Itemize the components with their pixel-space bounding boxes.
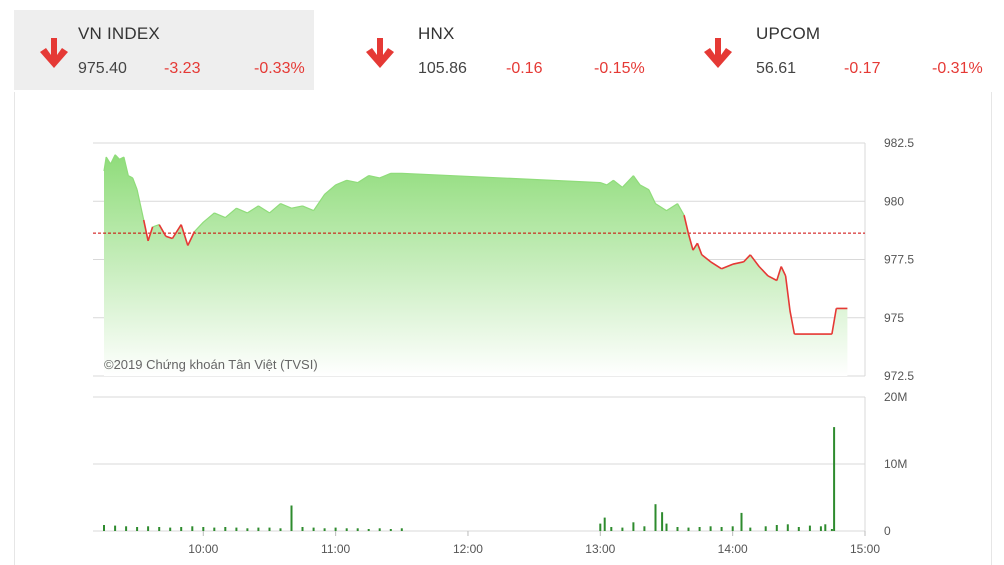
volume-bar bbox=[367, 529, 370, 531]
volume-bar bbox=[114, 525, 117, 531]
time-tick-label: 12:00 bbox=[453, 542, 483, 556]
volume-bar bbox=[797, 527, 800, 531]
volume-bar bbox=[378, 528, 381, 531]
volume-bar bbox=[191, 526, 194, 531]
volume-bar bbox=[632, 522, 635, 531]
price-tick-label: 972.5 bbox=[884, 369, 914, 383]
volume-bar bbox=[731, 526, 734, 531]
volume-bar bbox=[158, 527, 161, 531]
volume-bar bbox=[720, 527, 723, 531]
volume-bar bbox=[246, 528, 249, 531]
index-name: VN INDEX bbox=[78, 24, 160, 43]
index-change: -0.17 bbox=[844, 60, 881, 77]
volume-bar bbox=[169, 527, 172, 531]
index-change: -3.23 bbox=[164, 60, 201, 77]
volume-bar bbox=[808, 525, 811, 531]
volume-bar bbox=[676, 527, 679, 531]
volume-bar bbox=[323, 528, 326, 531]
price-line-below-reference bbox=[142, 215, 848, 335]
time-tick-label: 14:00 bbox=[718, 542, 748, 556]
volume-bar bbox=[610, 527, 613, 531]
arrow-down-icon bbox=[704, 38, 732, 68]
volume-bar bbox=[687, 527, 690, 531]
volume-bar bbox=[643, 526, 646, 531]
volume-bar bbox=[334, 527, 337, 531]
index-change-percent: -0.15% bbox=[594, 60, 645, 77]
volume-bar bbox=[103, 525, 105, 531]
volume-tick-label: 20M bbox=[884, 390, 907, 404]
volume-tick-label: 10M bbox=[884, 457, 907, 471]
volume-bar bbox=[290, 505, 293, 531]
volume-bar bbox=[775, 525, 778, 531]
price-line-above-reference bbox=[103, 154, 685, 232]
index-value: 56.61 bbox=[756, 60, 797, 77]
volume-grid bbox=[93, 396, 866, 532]
volume-bar bbox=[400, 528, 403, 531]
volume-bar bbox=[599, 523, 602, 531]
volume-axis: 0 10M 20M bbox=[884, 390, 907, 538]
volume-bar bbox=[740, 512, 743, 531]
price-area bbox=[104, 154, 848, 376]
index-change-percent: -0.31% bbox=[932, 60, 983, 77]
index-change: -0.16 bbox=[506, 60, 543, 77]
volume-bar bbox=[833, 427, 836, 531]
volume-bar bbox=[147, 526, 150, 531]
volume-bar bbox=[603, 517, 606, 531]
volume-bar bbox=[661, 512, 664, 531]
arrow-down-icon bbox=[366, 38, 394, 68]
volume-bar bbox=[824, 524, 827, 531]
volume-bar bbox=[235, 527, 238, 531]
volume-bar bbox=[224, 527, 227, 531]
price-tick-label: 975 bbox=[884, 311, 904, 325]
volume-bar bbox=[345, 528, 348, 531]
volume-bar bbox=[136, 527, 139, 531]
tab-hnx[interactable]: HNX 105.86 -0.16 -0.15% bbox=[340, 10, 660, 90]
volume-bar bbox=[356, 528, 359, 531]
index-name: UPCOM bbox=[756, 24, 821, 43]
tab-upcom[interactable]: UPCOM 56.61 -0.17 -0.31% bbox=[678, 10, 998, 90]
volume-bar bbox=[301, 527, 304, 531]
time-tick-label: 13:00 bbox=[585, 542, 615, 556]
index-name: HNX bbox=[418, 24, 455, 43]
volume-bar bbox=[698, 527, 701, 531]
volume-bar bbox=[180, 527, 183, 531]
volume-bar bbox=[389, 529, 392, 531]
index-tabs: VN INDEX 975.40 -3.23 -0.33% HNX 105.86 … bbox=[0, 0, 1004, 90]
volume-bar bbox=[786, 524, 789, 531]
volume-bar bbox=[665, 523, 668, 531]
price-axis: 982.5 980 977.5 975 972.5 bbox=[884, 136, 914, 383]
time-axis: 10:00 11:00 12:00 13:00 14:00 15:00 bbox=[188, 531, 880, 556]
index-change-percent: -0.33% bbox=[254, 60, 305, 77]
volume-bar bbox=[268, 527, 271, 531]
price-tick-label: 977.5 bbox=[884, 253, 914, 267]
volume-bar bbox=[709, 526, 712, 531]
volume-bar bbox=[279, 528, 282, 531]
chart-watermark: ©2019 Chứng khoán Tân Việt (TVSI) bbox=[104, 357, 318, 372]
volume-bar bbox=[125, 526, 128, 531]
volume-bar bbox=[819, 526, 822, 531]
price-tick-label: 980 bbox=[884, 194, 904, 208]
volume-bar bbox=[312, 527, 315, 531]
volume-bar bbox=[830, 529, 833, 531]
volume-bars bbox=[103, 427, 836, 531]
index-value: 975.40 bbox=[78, 60, 127, 77]
volume-bar bbox=[202, 527, 205, 531]
volume-bar bbox=[749, 527, 752, 531]
time-tick-label: 11:00 bbox=[321, 542, 350, 556]
time-tick-label: 15:00 bbox=[850, 542, 880, 556]
volume-bar bbox=[213, 527, 216, 531]
arrow-down-icon bbox=[40, 38, 68, 68]
volume-tick-label: 0 bbox=[884, 524, 891, 538]
volume-bar bbox=[764, 526, 767, 531]
volume-bar bbox=[654, 504, 657, 531]
volume-bar bbox=[621, 527, 624, 531]
tab-vn-index[interactable]: VN INDEX 975.40 -3.23 -0.33% bbox=[14, 10, 314, 90]
volume-bar bbox=[257, 527, 260, 531]
price-tick-label: 982.5 bbox=[884, 136, 914, 150]
time-tick-label: 10:00 bbox=[188, 542, 218, 556]
index-value: 105.86 bbox=[418, 60, 467, 77]
chart-panel bbox=[14, 92, 992, 565]
